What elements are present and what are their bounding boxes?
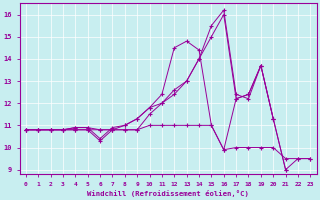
X-axis label: Windchill (Refroidissement éolien,°C): Windchill (Refroidissement éolien,°C)	[87, 190, 249, 197]
